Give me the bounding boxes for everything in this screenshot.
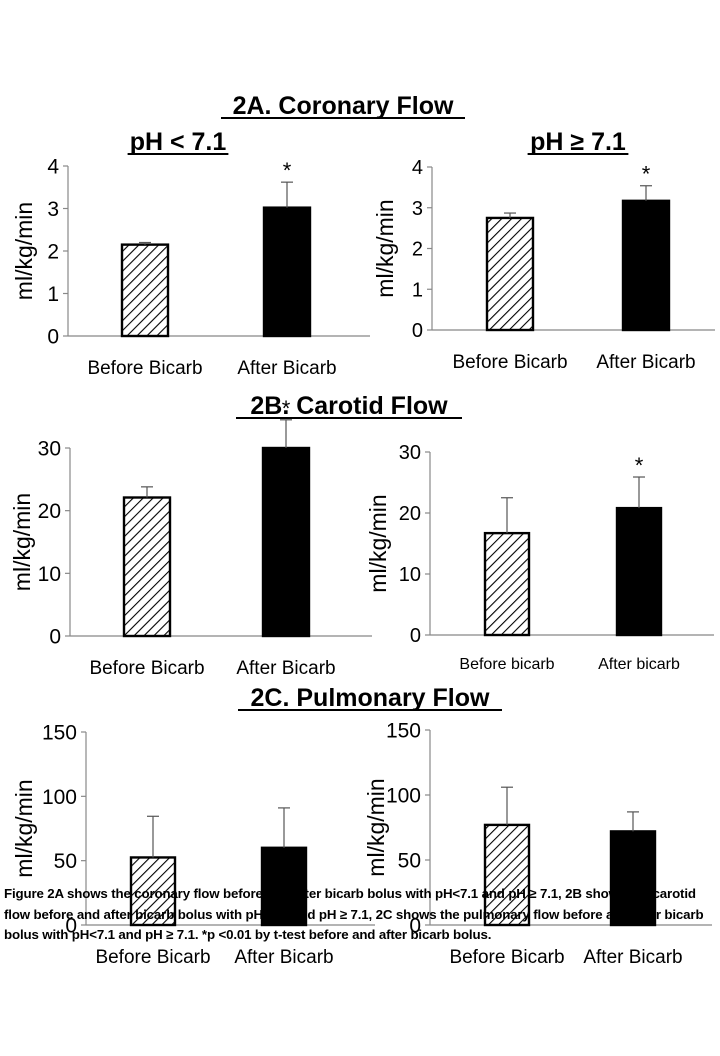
- chart-panel: ml/kg/min 0 50 100 150 Before Bicarb After Bic…: [11, 722, 375, 968]
- category-label: After Bicarb: [237, 358, 336, 379]
- significance-marker: *: [642, 162, 651, 187]
- category-label: After bicarb: [598, 656, 680, 673]
- y-tick-label: 50: [398, 850, 421, 873]
- significance-marker: *: [635, 453, 644, 478]
- y-tick-label: 0: [409, 915, 421, 938]
- chart-panel: ml/kg/min 0 10 20 30 Before bicarb * After bica…: [365, 442, 714, 673]
- y-tick-label: 20: [38, 500, 61, 523]
- y-tick-label: 100: [386, 785, 421, 808]
- y-tick-label: 2: [412, 239, 423, 261]
- section-title: 2B. Carotid Flow: [250, 392, 448, 420]
- y-tick-label: 3: [47, 198, 59, 221]
- category-label: After Bicarb: [583, 947, 682, 968]
- y-axis-label: ml/kg/min: [11, 779, 37, 877]
- bar-before: [485, 216, 535, 332]
- bar-before: [122, 496, 172, 638]
- category-label: Before Bicarb: [452, 352, 567, 373]
- bar-before: [483, 531, 531, 637]
- y-axis-label: ml/kg/min: [365, 494, 391, 592]
- bar-after: [621, 199, 671, 332]
- y-tick-label: 30: [38, 438, 61, 461]
- category-label: Before Bicarb: [87, 358, 202, 379]
- y-tick-label: 1: [47, 283, 59, 306]
- y-tick-label: 4: [412, 157, 423, 179]
- y-tick-label: 150: [386, 720, 421, 743]
- bar-after: [261, 446, 311, 638]
- category-label: After Bicarb: [596, 352, 695, 373]
- chart-title: pH < 7.1: [130, 128, 227, 156]
- chart-panel: ml/kg/min 0 10 20 30 Before Bicarb * After Bica…: [9, 396, 372, 679]
- category-label: Before Bicarb: [95, 947, 210, 968]
- y-tick-label: 2: [47, 241, 59, 264]
- y-tick-label: 50: [54, 850, 77, 873]
- y-tick-label: 0: [49, 626, 61, 649]
- section-title: 2A. Coronary Flow: [233, 92, 454, 120]
- chart-panel: ml/kg/min 0 50 100 150 Before Bicarb After Bic…: [363, 720, 712, 968]
- chart-panel: pH < 7.1 ml/kg/min 0 1 2 3 4 Before Bicarb * Afte…: [11, 128, 370, 379]
- y-axis-label: ml/kg/min: [372, 199, 398, 297]
- bar-before: [129, 856, 177, 927]
- y-tick-label: 10: [399, 564, 421, 586]
- y-axis-label: ml/kg/min: [363, 778, 389, 876]
- y-tick-label: 3: [412, 198, 423, 220]
- y-tick-label: 30: [399, 442, 421, 464]
- charts: pH < 7.1 ml/kg/min 0 1 2 3 4 Before Bicarb * Afte…: [9, 128, 715, 968]
- y-tick-label: 0: [410, 625, 421, 647]
- y-axis-label: ml/kg/min: [11, 202, 37, 300]
- y-tick-label: 0: [47, 326, 59, 349]
- y-tick-label: 0: [65, 915, 77, 938]
- category-label: After Bicarb: [236, 658, 335, 679]
- bar-before: [483, 823, 531, 927]
- y-tick-label: 4: [47, 156, 59, 179]
- bar-before: [120, 243, 170, 338]
- section-title: 2C. Pulmonary Flow: [251, 684, 490, 712]
- bar-after: [615, 506, 663, 637]
- significance-marker: *: [282, 396, 291, 421]
- category-label: Before Bicarb: [449, 947, 564, 968]
- y-tick-label: 0: [412, 320, 423, 342]
- y-tick-label: 1: [412, 279, 423, 301]
- y-tick-label: 10: [38, 563, 61, 586]
- category-label: Before bicarb: [459, 656, 554, 673]
- section-titles: 2A. Coronary Flow 2B. Carotid Flow 2C. Pul…: [221, 92, 502, 712]
- y-tick-label: 150: [42, 722, 77, 745]
- bar-after: [262, 206, 312, 338]
- category-label: Before Bicarb: [89, 658, 204, 679]
- significance-marker: *: [283, 158, 292, 183]
- figure-caption: Figure 2A shows the coronary flow before…: [4, 886, 704, 942]
- bar-after: [260, 846, 308, 927]
- chart-panel: pH ≥ 7.1 ml/kg/min 0 1 2 3 4 Before Bicarb * Afte…: [372, 128, 715, 373]
- y-axis-label: ml/kg/min: [9, 493, 35, 591]
- chart-title: pH ≥ 7.1: [530, 128, 626, 156]
- y-tick-label: 100: [42, 786, 77, 809]
- category-label: After Bicarb: [234, 947, 333, 968]
- y-tick-label: 20: [399, 503, 421, 525]
